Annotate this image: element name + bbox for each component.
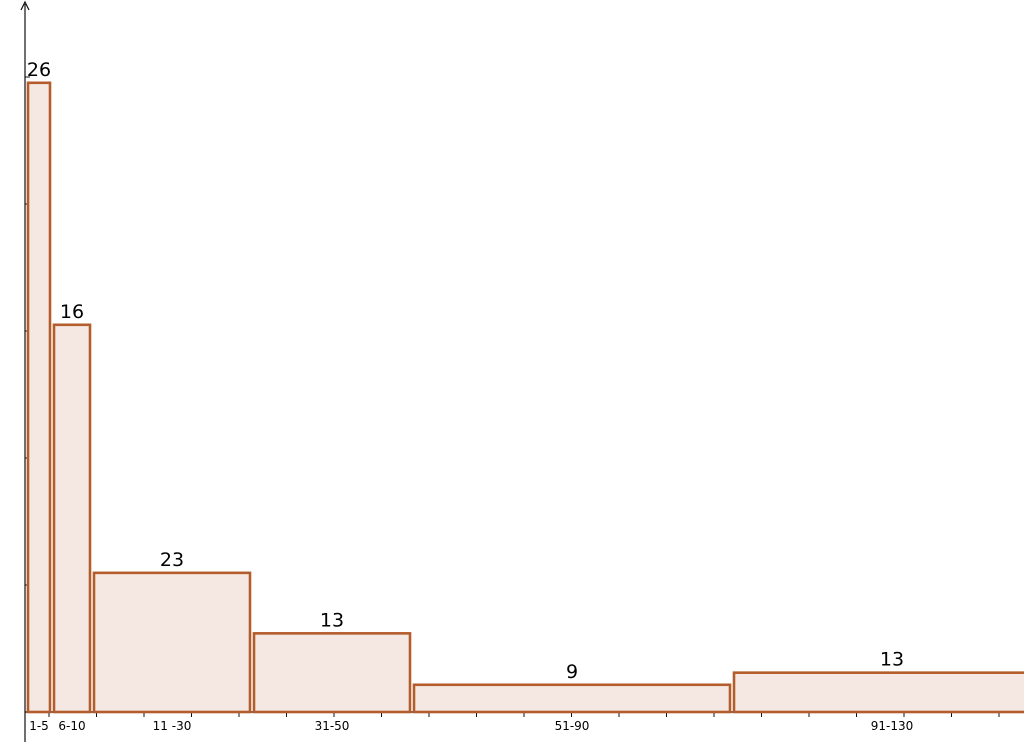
category-label: 6-10 — [58, 719, 85, 733]
category-label: 31-50 — [315, 719, 350, 733]
bar-51-90 — [412, 683, 732, 714]
bar-11-30 — [92, 571, 252, 714]
bars — [26, 81, 1024, 714]
bar-value-label: 9 — [566, 661, 578, 683]
category-label: 91-130 — [871, 719, 914, 733]
y-axis-arrow — [20, 0, 30, 11]
bar-value-label: 23 — [160, 549, 184, 571]
category-label: 1-5 — [29, 719, 49, 733]
category-label: 11 -30 — [153, 719, 192, 733]
value-labels: 2616231391313 — [27, 59, 904, 683]
bar-6-10 — [52, 323, 92, 714]
bar-1-5 — [26, 81, 52, 714]
category-label: 51-90 — [555, 719, 590, 733]
bar-value-label: 26 — [27, 59, 51, 81]
bar-value-label: 13 — [880, 649, 904, 671]
bar-value-label: 13 — [320, 609, 344, 631]
bar-value-label: 16 — [60, 301, 84, 323]
bar-31-50 — [252, 632, 412, 714]
bar-91-130 — [732, 671, 1024, 714]
